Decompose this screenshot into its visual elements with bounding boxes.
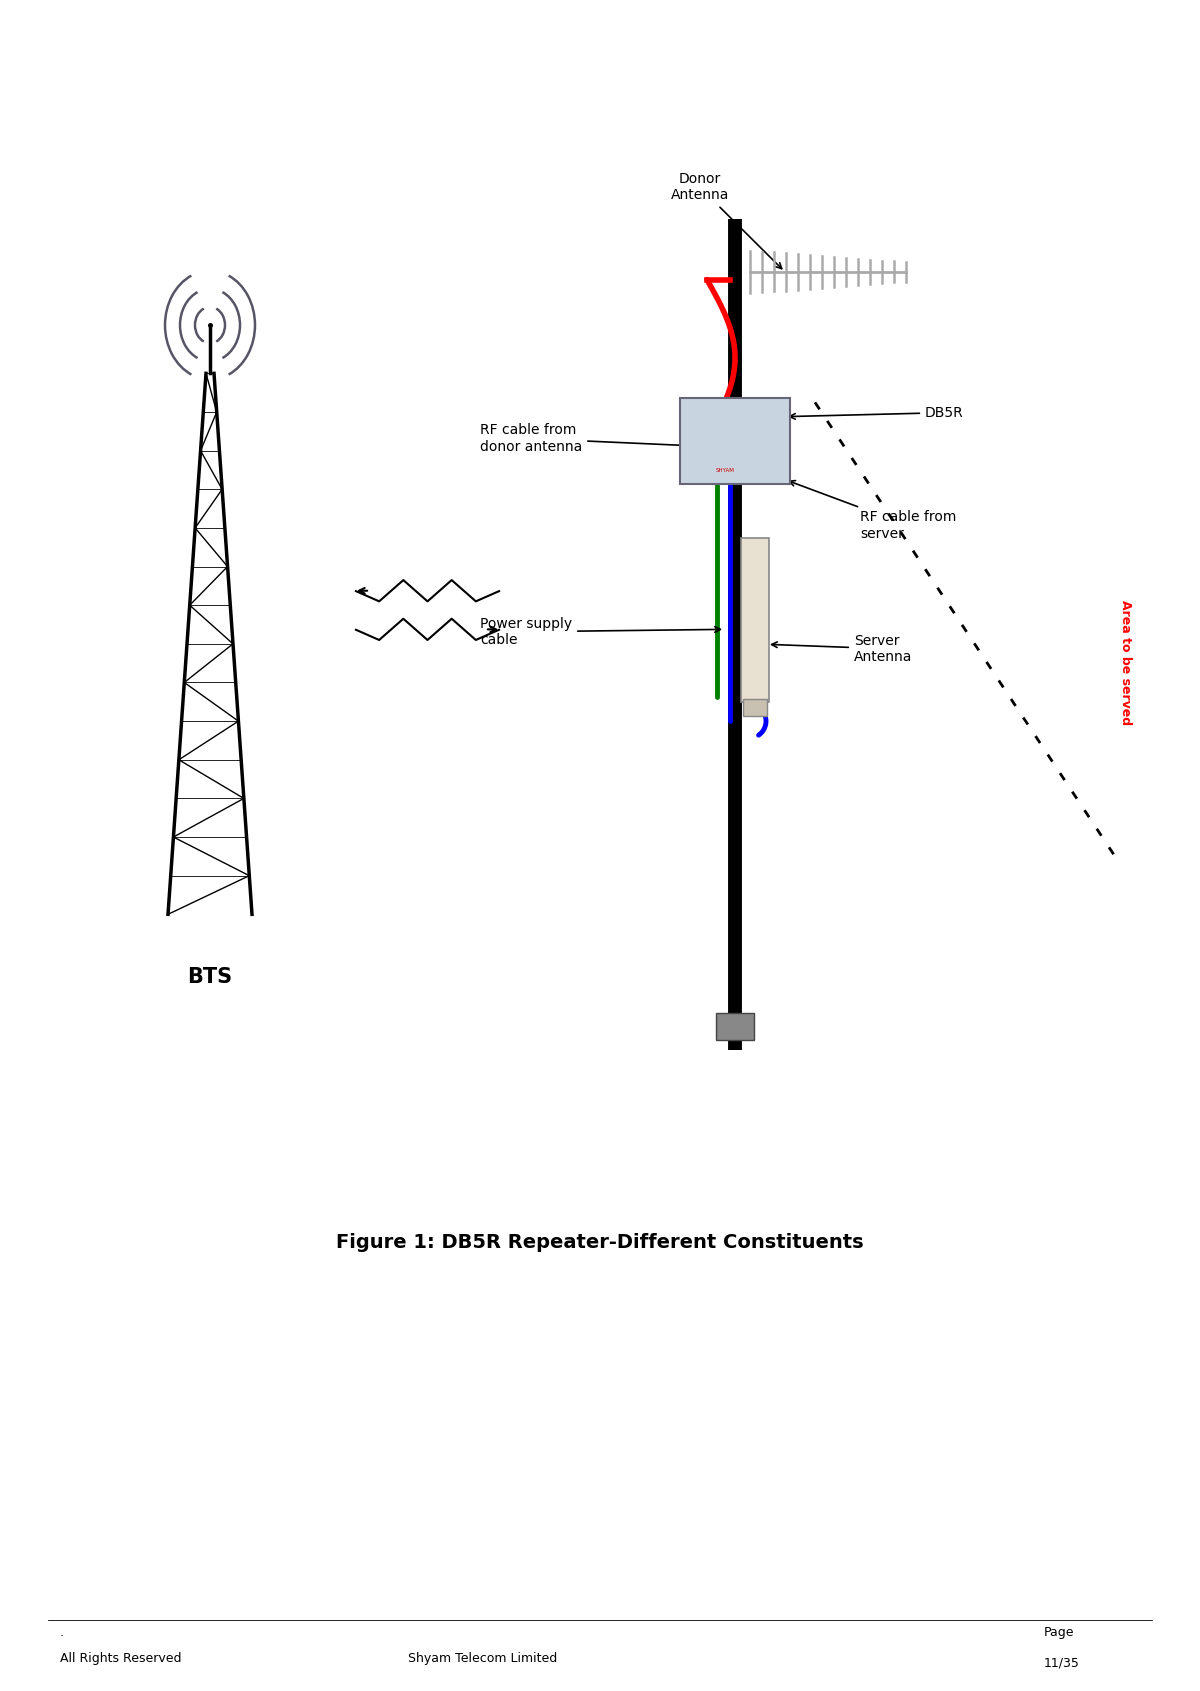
Bar [680, 397, 790, 484]
Bar [740, 538, 769, 702]
Text: SHYAM: SHYAM [715, 468, 734, 473]
Text: Power supply
cable: Power supply cable [480, 617, 720, 648]
Text: Figure 1: DB5R Repeater-Different Constituents: Figure 1: DB5R Repeater-Different Consti… [336, 1233, 864, 1253]
Text: DB5R: DB5R [790, 406, 964, 419]
Text: Donor
Antenna: Donor Antenna [671, 172, 781, 269]
Text: Page: Page [1044, 1627, 1074, 1639]
Text: Next Generation
Signal Enhancement: Next Generation Signal Enhancement [995, 14, 1170, 51]
Text: Shyam Telecom Limited: Shyam Telecom Limited [408, 1652, 557, 1666]
Text: Server
Antenna: Server Antenna [772, 634, 912, 665]
Text: 11/35: 11/35 [1044, 1655, 1080, 1669]
Bar [716, 1013, 754, 1040]
Text: Area to be served: Area to be served [1118, 600, 1132, 725]
Text: .: . [60, 1627, 64, 1639]
Text: All Rights Reserved: All Rights Reserved [60, 1652, 181, 1666]
Text: BTS: BTS [187, 967, 233, 988]
Text: SHYAM: SHYAM [30, 19, 140, 46]
Bar [743, 698, 767, 717]
Text: RF cable from
donor antenna: RF cable from donor antenna [480, 423, 689, 453]
Text: RF cable from
server: RF cable from server [790, 480, 956, 541]
